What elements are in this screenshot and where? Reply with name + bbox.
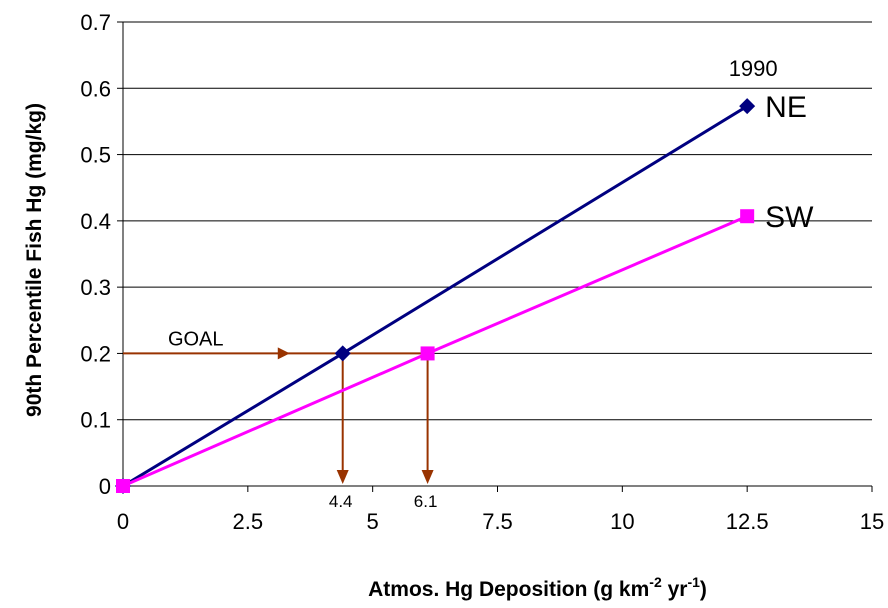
x-tick-label-1: 2.5 <box>233 509 264 534</box>
x-tick-label-6: 15 <box>860 509 884 534</box>
x-tick-label-4: 10 <box>610 509 634 534</box>
y-tick-label-7: 0.7 <box>80 10 111 35</box>
y-tick-label-5: 0.5 <box>80 143 111 168</box>
y-tick-label-3: 0.3 <box>80 275 111 300</box>
goal-arrowhead <box>278 347 290 359</box>
x-axis-title-part-3: -1 <box>687 574 700 590</box>
y-tick-label-0: 0 <box>99 474 111 499</box>
x-tick-label-3: 7.5 <box>482 509 513 534</box>
x-axis-title-part-0: Atmos. Hg Deposition (g km <box>368 578 649 601</box>
drop-label-0: 4.4 <box>329 492 353 511</box>
y-tick-label-2: 0.2 <box>80 341 111 366</box>
gridlines <box>123 22 872 420</box>
y-axis-title: 90th Percentile Fish Hg (mg/kg) <box>23 103 46 417</box>
goal-label: GOAL <box>168 328 224 350</box>
point-ne-1 <box>335 345 351 361</box>
year-label: 1990 <box>729 56 778 81</box>
x-axis-title-part-4: ) <box>700 578 707 601</box>
y-tick-label-6: 0.6 <box>80 76 111 101</box>
series <box>115 98 755 494</box>
drop-label-1: 6.1 <box>414 492 438 511</box>
drop-arrowhead-1 <box>422 470 434 484</box>
series-label-sw: SW <box>765 201 814 234</box>
point-sw-1 <box>421 346 435 360</box>
y-tick-label-4: 0.4 <box>80 209 111 234</box>
point-ne-2 <box>739 98 755 114</box>
axes: 0 0.1 0.2 0.3 0.4 0.5 0.6 0.7 0 2.5 5 7.5 10 12.5 15 90… <box>23 10 884 601</box>
point-sw-0 <box>116 479 130 493</box>
series-line-ne <box>123 106 747 486</box>
drop-arrowhead-0 <box>337 470 349 484</box>
y-tick-label-1: 0.1 <box>80 408 111 433</box>
series-line-sw <box>123 216 747 486</box>
labels: NE SW 1990 <box>729 56 814 234</box>
x-tick-label-2: 5 <box>367 509 379 534</box>
x-tick-label-0: 0 <box>117 509 129 534</box>
series-label-ne: NE <box>765 91 807 124</box>
x-axis-title-part-2: yr <box>662 578 688 601</box>
x-axis-title: Atmos. Hg Deposition (g km-2 yr-1) <box>368 574 707 601</box>
point-sw-2 <box>740 209 754 223</box>
x-axis-title-part-1: -2 <box>649 574 662 590</box>
x-tick-label-5: 12.5 <box>726 509 769 534</box>
